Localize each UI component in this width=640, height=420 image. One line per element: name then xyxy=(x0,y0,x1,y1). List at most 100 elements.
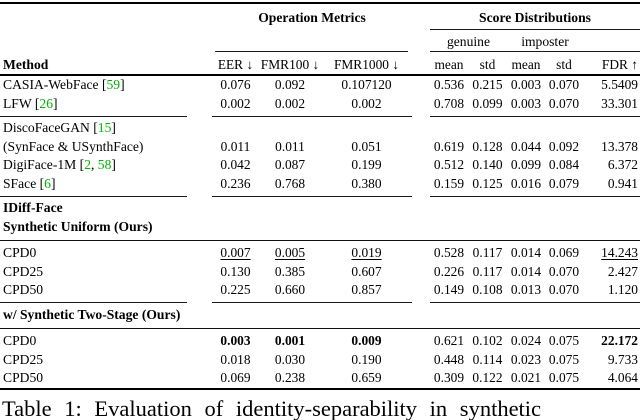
metric-cell: 0.190 xyxy=(351,351,382,367)
genuine-header: genuine xyxy=(446,33,491,49)
score-distributions-cmidrule xyxy=(0,29,640,32)
metric-cell: 0.051 xyxy=(351,138,382,154)
method-cell: DiscoFaceGAN [15] xyxy=(3,120,116,136)
section-separator-rule xyxy=(0,300,640,306)
fdr-column-header: FDR ↑ xyxy=(601,56,638,72)
metric-cell: 0.092 xyxy=(548,138,580,154)
metric-cell: 0.122 xyxy=(472,370,503,386)
rule-segment xyxy=(0,239,640,241)
metric-cell: 33.301 xyxy=(601,95,638,111)
metric-cell: 0.011 xyxy=(220,138,251,154)
metric-cell: 0.002 xyxy=(220,95,251,111)
metric-cell: 0.069 xyxy=(220,370,251,386)
citation-link[interactable]: 58 xyxy=(97,157,112,173)
table-row: CPD50 0.225 0.660 0.857 0.149 0.108 0.013 0.070… xyxy=(0,281,640,300)
metric-cell: 0.236 xyxy=(220,175,251,191)
table-row: CPD50 0.069 0.238 0.659 0.309 0.122 0.021 0.075… xyxy=(0,369,640,388)
metric-cell: 0.238 xyxy=(274,370,306,386)
metric-cell: 0.621 xyxy=(433,333,465,349)
table-row: CPD25 0.018 0.030 0.190 0.448 0.114 0.023 0.075… xyxy=(0,351,640,370)
table-row: Synthetic Uniform (Ours) xyxy=(0,218,640,237)
metric-cell: 0.108 xyxy=(472,282,503,298)
citation-link[interactable]: 2 xyxy=(84,157,91,173)
metric-cell: 0.001 xyxy=(274,333,306,349)
metric-cell: 1.120 xyxy=(607,282,638,298)
table-row: SFace [6] 0.236 0.768 0.380 0.159 0.125 0.016 0… xyxy=(0,175,640,194)
citation-link[interactable]: 26 xyxy=(39,95,53,111)
rule-segment xyxy=(430,115,640,117)
metric-cell: 6.372 xyxy=(607,157,638,173)
genuine-std-column-header: std xyxy=(479,56,496,72)
rule-segment xyxy=(0,115,187,117)
metric-cell: 0.659 xyxy=(351,370,382,386)
metric-cell: 0.014 xyxy=(510,263,542,279)
metric-cell: 0.070 xyxy=(548,263,580,279)
table-bottom-rule xyxy=(0,387,640,390)
operation-metrics-header: Operation Metrics xyxy=(258,9,366,25)
metric-cell: 0.069 xyxy=(548,245,580,261)
method-cell: CPD0 xyxy=(3,245,37,261)
metric-cell: 0.159 xyxy=(433,175,465,191)
section-separator-rule xyxy=(0,113,640,119)
table-top-rule xyxy=(0,2,640,4)
metric-cell: 0.013 xyxy=(510,282,542,298)
rule-segment xyxy=(212,115,412,117)
metric-cell: 2.427 xyxy=(607,263,638,279)
metric-cell: 0.102 xyxy=(472,333,503,349)
citation-link[interactable]: 59 xyxy=(106,77,121,93)
subgroup-header-row: genuine imposter xyxy=(0,32,640,51)
metric-cell: 0.005 xyxy=(274,245,306,261)
rule-segment xyxy=(0,195,187,197)
table-header-rule xyxy=(0,74,640,76)
metric-cell: 13.378 xyxy=(601,138,638,154)
metric-cell: 0.076 xyxy=(220,77,251,93)
method-cell: DigiFace-1M [2, 58] xyxy=(3,157,116,173)
table-row: w/ Synthetic Two-Stage (Ours) xyxy=(0,306,640,325)
metric-cell: 0.199 xyxy=(351,157,382,173)
method-cell: IDiff-Face xyxy=(3,200,63,216)
method-cell: Synthetic Uniform (Ours) xyxy=(3,218,153,234)
metric-cell: 0.130 xyxy=(220,263,251,279)
method-cell: CPD50 xyxy=(3,282,44,298)
table-row: LFW [26] 0.002 0.002 0.002 0.708 0.099 0.003 0.… xyxy=(0,95,640,114)
metric-cell: 0.009 xyxy=(351,333,382,349)
metric-cell: 0.016 xyxy=(510,175,542,191)
metric-cell: 0.512 xyxy=(433,157,465,173)
citation-link[interactable]: 15 xyxy=(97,120,112,136)
citation-link[interactable]: 6 xyxy=(44,175,51,191)
metric-cell: 0.536 xyxy=(433,77,465,93)
rule-segment xyxy=(212,302,412,303)
metric-cell: 0.226 xyxy=(433,263,465,279)
metric-cell: 0.011 xyxy=(275,138,305,154)
table-row: (SynFace & USynthFace) 0.011 0.011 0.051 0.6… xyxy=(0,138,640,157)
metric-cell: 0.107120 xyxy=(341,77,392,93)
metric-cell: 0.941 xyxy=(607,175,638,191)
metric-cell: 0.660 xyxy=(274,282,306,298)
metric-cell: 0.019 xyxy=(351,245,382,261)
metric-cell: 0.018 xyxy=(220,351,251,367)
metric-cell: 0.003 xyxy=(510,95,542,111)
method-cell: LFW [26] xyxy=(3,95,58,111)
column-header-row: Method EER ↓ FMR100 ↓ FMR1000 ↓ mean std… xyxy=(0,55,640,74)
metric-cell: 14.243 xyxy=(601,245,638,261)
method-cell: CPD25 xyxy=(3,263,44,279)
metric-cell: 0.075 xyxy=(548,333,580,349)
fmr100-column-header: FMR100 ↓ xyxy=(260,56,320,72)
metric-cell: 0.125 xyxy=(472,175,503,191)
metric-cell: 0.070 xyxy=(548,95,580,111)
rule-segment xyxy=(212,195,412,197)
method-cell: CPD0 xyxy=(3,333,37,349)
metric-cell: 0.044 xyxy=(510,138,542,154)
metric-cell: 0.528 xyxy=(433,245,465,261)
genuine-mean-column-header: mean xyxy=(434,56,464,72)
metric-cell: 0.708 xyxy=(433,95,465,111)
metric-cell: 5.5409 xyxy=(601,77,638,93)
table-row: DigiFace-1M [2, 58] 0.042 0.087 0.199 0.512 0… xyxy=(0,156,640,175)
method-cell: CPD50 xyxy=(3,370,44,386)
metric-cell: 0.070 xyxy=(548,77,580,93)
method-cell: CASIA-WebFace [59] xyxy=(3,77,125,93)
fmr1000-column-header: FMR1000 ↓ xyxy=(333,56,400,72)
imposter-std-column-header: std xyxy=(556,56,572,72)
section-separator-rule xyxy=(0,193,640,199)
metric-cell: 0.128 xyxy=(472,138,503,154)
